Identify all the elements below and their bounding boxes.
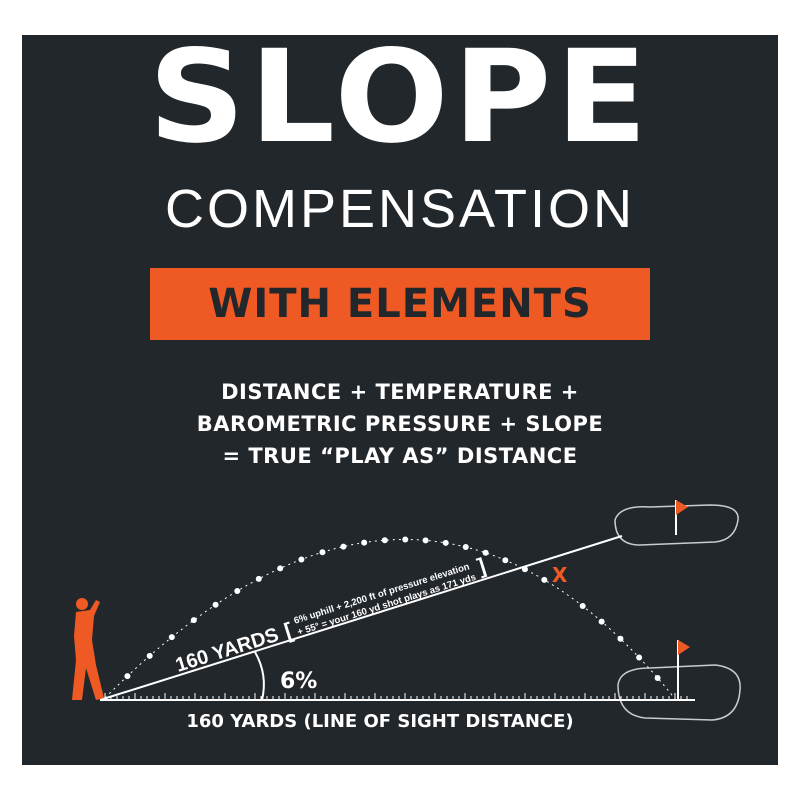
trajectory-dot <box>654 674 661 681</box>
impact-marker: X <box>552 563 568 587</box>
note-line-2: + 55° = your 160 yd shot plays as 171 yd… <box>296 572 477 638</box>
trajectory-dot <box>541 576 548 583</box>
trajectory-dot <box>381 537 388 544</box>
trajectory-dot <box>124 673 131 680</box>
upper-green <box>614 504 739 546</box>
trajectory-dot <box>168 634 175 641</box>
trajectory-dot <box>298 556 305 563</box>
base-distance-label: 160 YARDS (LINE OF SIGHT DISTANCE) <box>186 711 573 732</box>
note-line-1: 6% uphill + 2,200 ft of pressure elevati… <box>293 561 472 626</box>
lower-flag-icon <box>677 640 690 700</box>
headline-subtitle: COMPENSATION <box>164 179 636 239</box>
trajectory-dot <box>402 536 409 543</box>
trajectory-dot <box>146 652 153 659</box>
slope-line <box>99 535 623 701</box>
headline-title: SLOPE <box>148 23 652 172</box>
trajectory-dot <box>234 588 241 595</box>
background-panel <box>22 35 778 765</box>
trajectory-dot <box>319 549 326 556</box>
trajectory-dot <box>521 566 528 573</box>
trajectory-dot <box>482 549 489 556</box>
lower-green <box>617 664 741 721</box>
trajectory-dot <box>361 539 368 546</box>
trajectory-dot <box>636 654 643 661</box>
trajectory-dot <box>190 617 197 624</box>
trajectory-dot <box>502 557 509 564</box>
trajectory-dot <box>255 575 262 582</box>
trajectory-dot <box>617 635 624 642</box>
trajectory-dot <box>277 565 284 572</box>
angle-arc <box>254 651 265 701</box>
elements-banner: WITH ELEMENTS <box>150 268 650 340</box>
trajectory-dot <box>422 537 429 544</box>
trajectory-dot <box>462 544 469 551</box>
formula-line-3: = TRUE “PLAY AS” DISTANCE <box>222 444 578 468</box>
slope-distance-label: 160 YARDS <box>173 624 281 677</box>
trajectory-dot <box>579 603 586 610</box>
formula-line-1: DISTANCE + TEMPERATURE + <box>221 380 579 404</box>
trajectory-dot <box>212 601 219 608</box>
golfer-icon <box>72 598 104 700</box>
trajectory-dots <box>124 536 661 681</box>
trajectory-dot <box>442 539 449 546</box>
upper-flag-icon <box>675 500 688 535</box>
ball-trajectory <box>104 539 677 701</box>
formula-line-2: BAROMETRIC PRESSURE + SLOPE <box>196 412 604 436</box>
bracket-close: ] <box>474 553 488 579</box>
trajectory-dot <box>598 618 605 625</box>
angle-label: 6% <box>280 669 317 694</box>
trajectory-dot <box>340 543 347 550</box>
ruler-ticks <box>104 693 688 700</box>
